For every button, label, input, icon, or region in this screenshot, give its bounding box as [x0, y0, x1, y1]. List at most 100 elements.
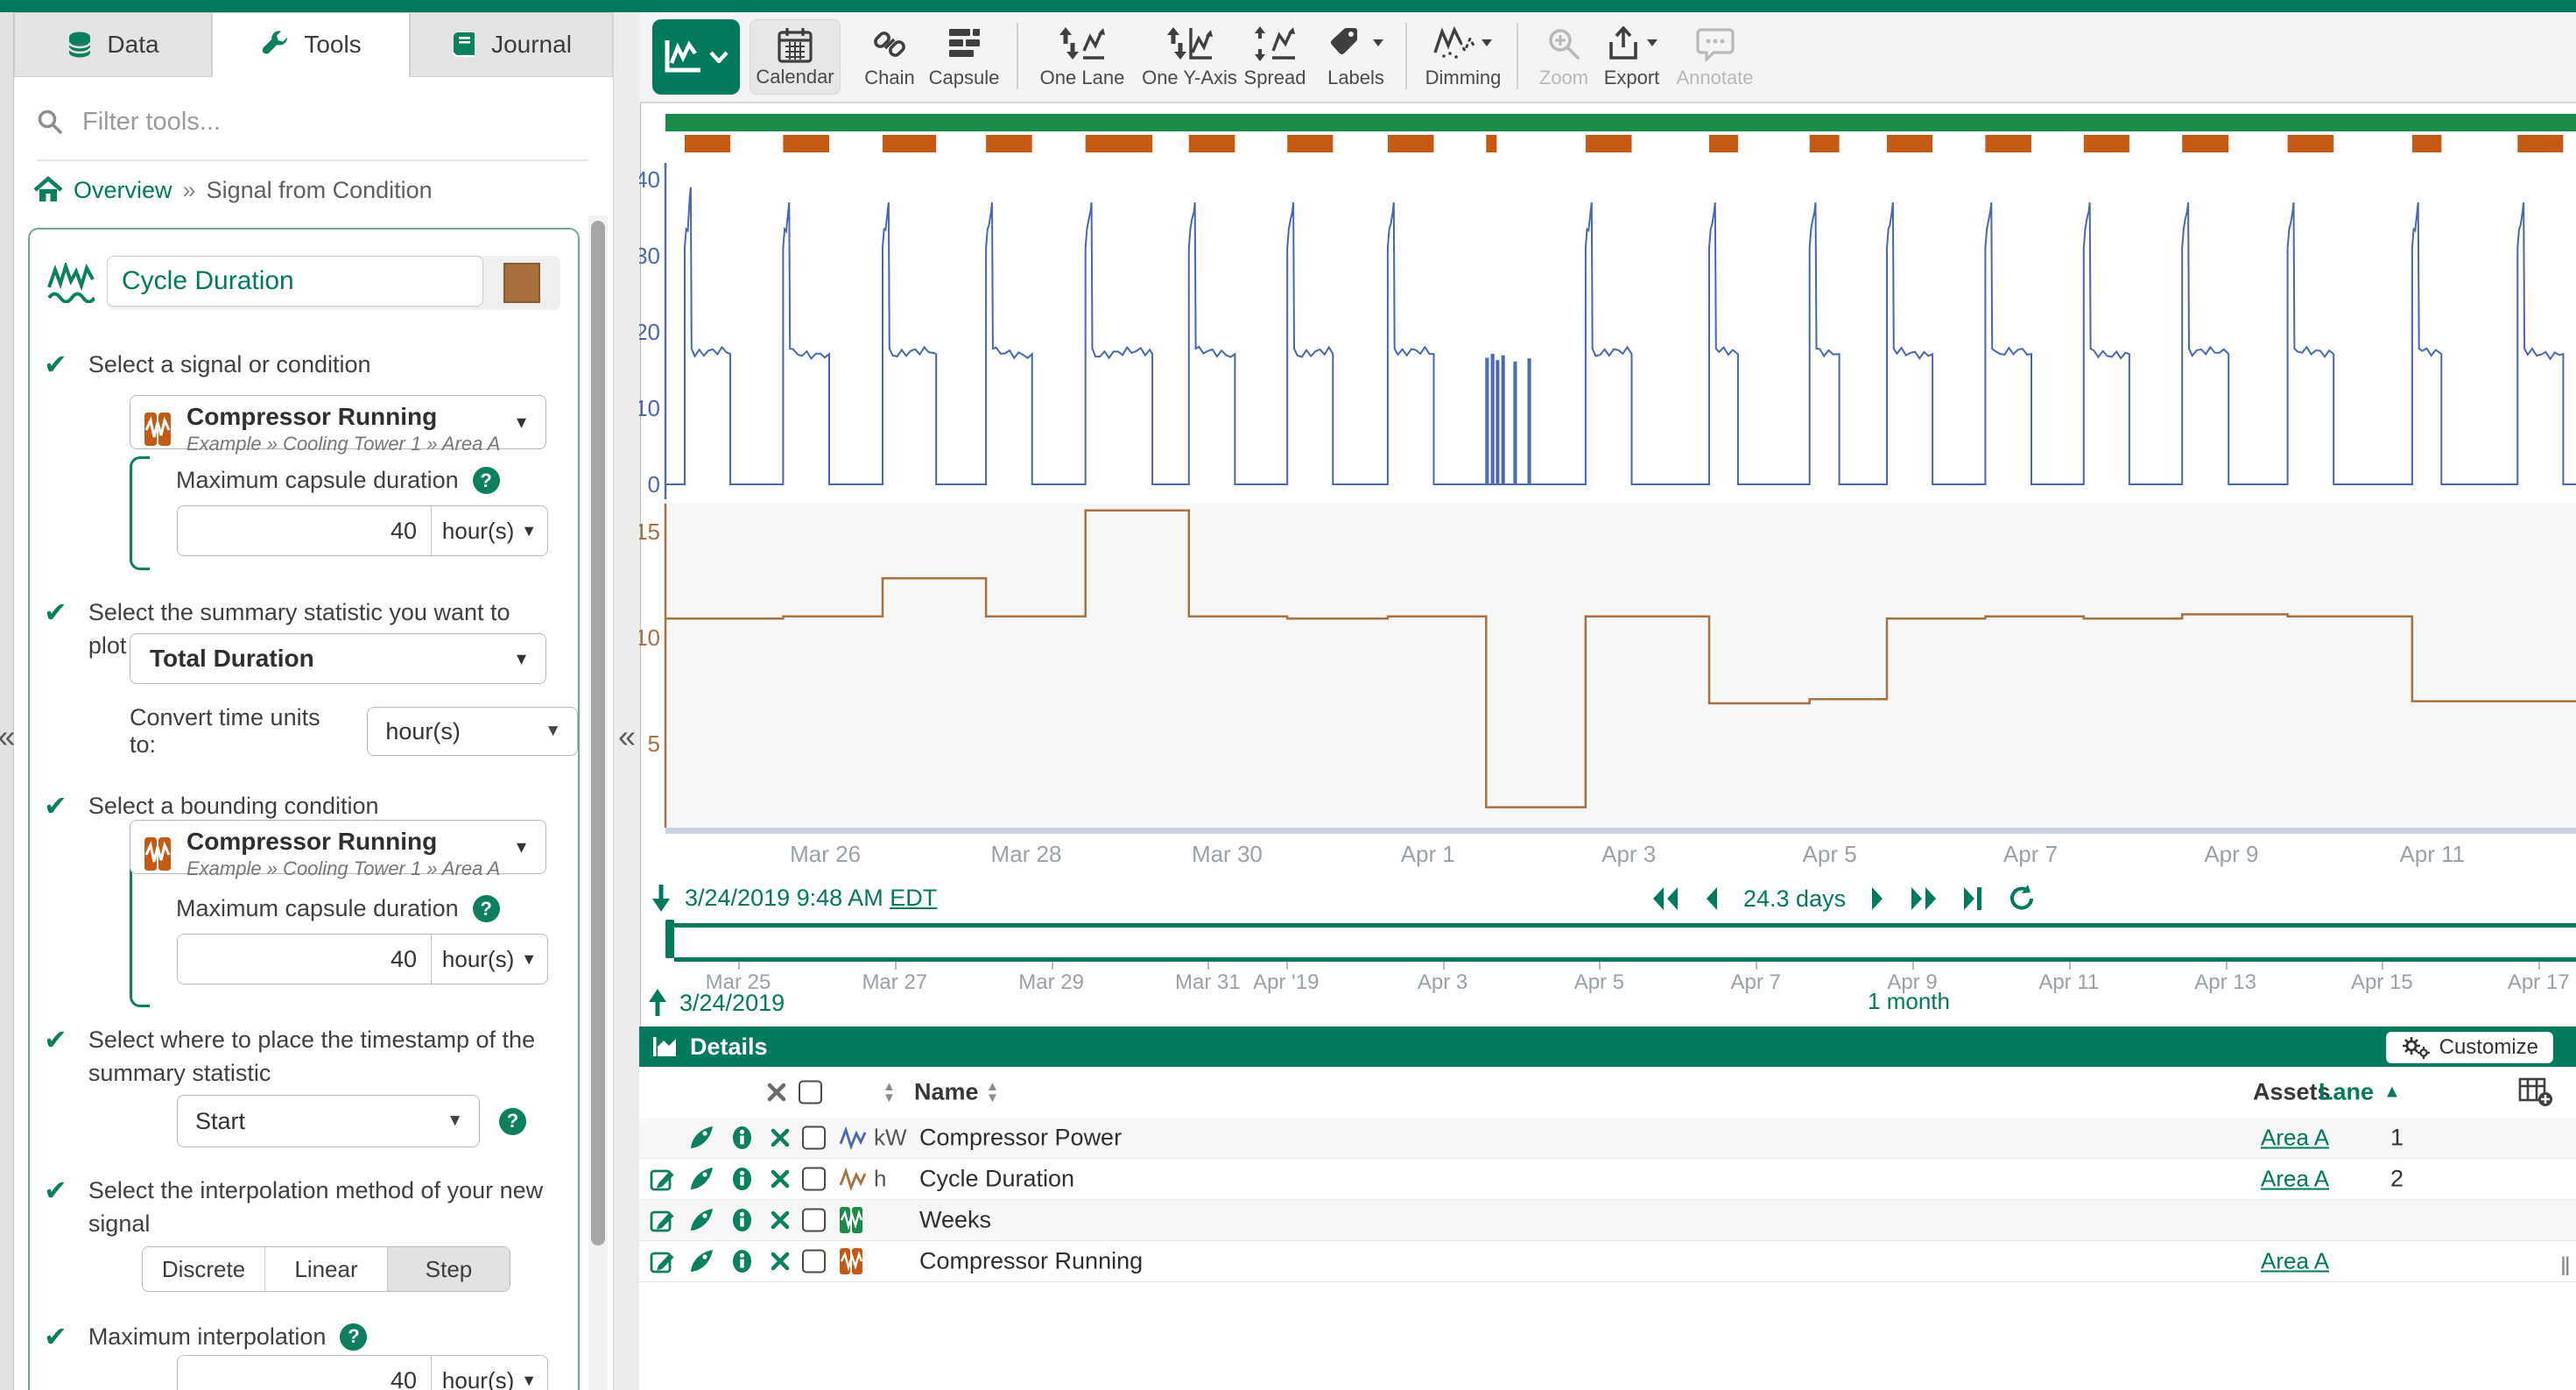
svg-text:Apr 3: Apr 3	[1601, 841, 1656, 867]
asset-link[interactable]: Area A	[2261, 1124, 2330, 1151]
signal-from-condition-panel: ✔ Select a signal or condition Compresso…	[28, 228, 580, 1390]
tool-name-input[interactable]	[107, 256, 483, 307]
asset-link[interactable]: Area A	[2261, 1165, 2330, 1192]
investigate-range[interactable]: 3/24/2019	[646, 988, 785, 1018]
collapse-left-rail[interactable]: «	[0, 12, 16, 1390]
timeline-duration-label[interactable]: 1 month	[1868, 988, 1950, 1014]
select-all-checkbox[interactable]	[799, 1080, 822, 1104]
pan-forward-button[interactable]	[1869, 886, 1886, 912]
info-icon[interactable]	[730, 1126, 754, 1150]
remove-icon[interactable]	[771, 1210, 790, 1230]
signal-select[interactable]: Compressor Running Example » Cooling Tow…	[130, 395, 546, 455]
collapse-panel-rail[interactable]: «	[613, 12, 641, 1390]
convert-units-select[interactable]: hour(s) ▼	[367, 707, 578, 756]
add-column-icon[interactable]	[2518, 1077, 2553, 1107]
help-icon[interactable]: ?	[340, 1323, 368, 1351]
remove-all-icon[interactable]	[767, 1083, 786, 1102]
timestamp-select[interactable]: Start ▼	[177, 1095, 480, 1147]
edit-icon[interactable]	[650, 1166, 676, 1192]
statistic-select-value: Total Duration	[150, 645, 314, 672]
interp-linear-button[interactable]: Linear	[265, 1247, 388, 1291]
one-lane-button[interactable]: One Lane	[1034, 19, 1130, 95]
breadcrumb-overview-link[interactable]: Overview	[74, 176, 172, 203]
range-duration-label[interactable]: 24.3 days	[1743, 885, 1847, 912]
one-y-axis-button[interactable]: One Y-Axis	[1139, 19, 1240, 95]
column-assets[interactable]: Assets	[2253, 1078, 2331, 1105]
edit-icon[interactable]	[650, 1207, 676, 1233]
timeline-left-handle[interactable]	[665, 920, 674, 958]
trend-chart[interactable]: 40 30 20 10 0 15 10 5 Mar 26 Mar 28 Mar 30 Apr 1 Apr…	[635, 102, 2576, 881]
investigate-icon[interactable]	[688, 1207, 714, 1233]
tab-journal[interactable]: Journal	[410, 12, 613, 77]
interp-step-button[interactable]: Step	[388, 1247, 510, 1291]
dimming-button[interactable]: Dimming	[1419, 19, 1507, 95]
investigate-icon[interactable]	[688, 1166, 714, 1192]
customize-button[interactable]: Customize	[2385, 1032, 2553, 1063]
max-capsule-unit-select[interactable]: hour(s) ▼	[431, 506, 547, 555]
zoom-button[interactable]: Zoom	[1533, 19, 1594, 95]
jump-to-now-button[interactable]	[1961, 886, 1984, 912]
timezone-link[interactable]: EDT	[890, 884, 938, 911]
remove-icon[interactable]	[771, 1128, 790, 1147]
sort-icon[interactable]: ▲ ▼	[883, 1079, 896, 1105]
timeline-tick	[1285, 962, 1288, 970]
edit-icon[interactable]	[650, 1248, 676, 1274]
capsule-button[interactable]: Capsule	[925, 19, 1003, 95]
remove-icon[interactable]	[771, 1169, 790, 1189]
chain-button[interactable]: Chain	[855, 19, 925, 95]
home-icon[interactable]	[33, 176, 63, 204]
timeline-selected-range[interactable]	[674, 923, 2576, 962]
bounding-max-capsule-input[interactable]	[178, 935, 431, 984]
help-icon[interactable]: ?	[499, 1107, 526, 1135]
filter-tools-input[interactable]	[81, 106, 557, 138]
refresh-icon[interactable]	[2007, 885, 2035, 913]
column-lane[interactable]: Lane	[2319, 1078, 2375, 1105]
investigate-icon[interactable]	[688, 1248, 714, 1274]
tab-data[interactable]: Data	[14, 12, 212, 77]
help-icon[interactable]: ?	[472, 467, 500, 494]
remove-icon[interactable]	[771, 1252, 790, 1271]
tab-tools[interactable]: Tools	[212, 12, 410, 77]
color-swatch-button[interactable]	[503, 263, 540, 303]
investigate-icon[interactable]	[688, 1125, 714, 1151]
info-icon[interactable]	[730, 1209, 754, 1232]
spread-button[interactable]: Spread	[1240, 19, 1310, 95]
pan-back-button[interactable]	[1703, 886, 1721, 912]
step-timestamp-row: ✔ Select where to place the timestamp of…	[44, 1023, 544, 1090]
panel-resize-handle[interactable]: ‖	[2559, 1252, 2571, 1281]
row-checkbox[interactable]	[802, 1167, 826, 1191]
row-checkbox[interactable]	[802, 1249, 826, 1274]
annotate-button[interactable]: Annotate	[1665, 19, 1765, 95]
max-capsule-duration-input[interactable]	[178, 506, 431, 555]
row-checkbox[interactable]	[802, 1125, 826, 1150]
spread-icon	[1253, 26, 1297, 61]
statistic-select[interactable]: Total Duration ▾	[130, 633, 546, 684]
calendar-button[interactable]: Calendar	[750, 19, 841, 95]
database-icon	[67, 31, 93, 59]
info-icon[interactable]	[730, 1168, 754, 1191]
row-checkbox[interactable]	[802, 1208, 826, 1232]
timeline-tick	[2225, 962, 2228, 970]
export-button[interactable]: Export	[1594, 19, 1669, 95]
column-name[interactable]: Name	[914, 1078, 979, 1105]
max-interp-input[interactable]	[178, 1356, 431, 1390]
help-icon[interactable]: ?	[472, 895, 500, 922]
display-mode-button[interactable]	[652, 19, 740, 95]
step-forward-button[interactable]	[1909, 886, 1939, 912]
step-back-button[interactable]	[1650, 886, 1680, 912]
labels-button[interactable]: Labels	[1319, 19, 1393, 95]
range-start-label[interactable]: 3/24/2019 9:48 AM EDT	[685, 884, 938, 911]
capsule-icon	[946, 26, 982, 60]
sidebar-scrollbar-thumb[interactable]	[591, 221, 605, 1245]
interp-discrete-button[interactable]: Discrete	[143, 1247, 265, 1291]
asset-link[interactable]: Area A	[2261, 1247, 2330, 1274]
sort-icon[interactable]: ▲ ▼	[986, 1079, 999, 1105]
svg-text:Mar 30: Mar 30	[1192, 841, 1263, 867]
bounding-max-capsule-unit-select[interactable]: hour(s) ▼	[431, 935, 547, 984]
svg-text:20: 20	[639, 319, 660, 345]
item-name: Compressor Power	[919, 1124, 1123, 1151]
bounding-condition-select[interactable]: Compressor Running Example » Cooling Tow…	[130, 820, 546, 879]
max-interp-unit-select[interactable]: hour(s) ▼	[431, 1356, 547, 1390]
info-icon[interactable]	[730, 1250, 754, 1274]
condition-icon	[143, 835, 172, 873]
